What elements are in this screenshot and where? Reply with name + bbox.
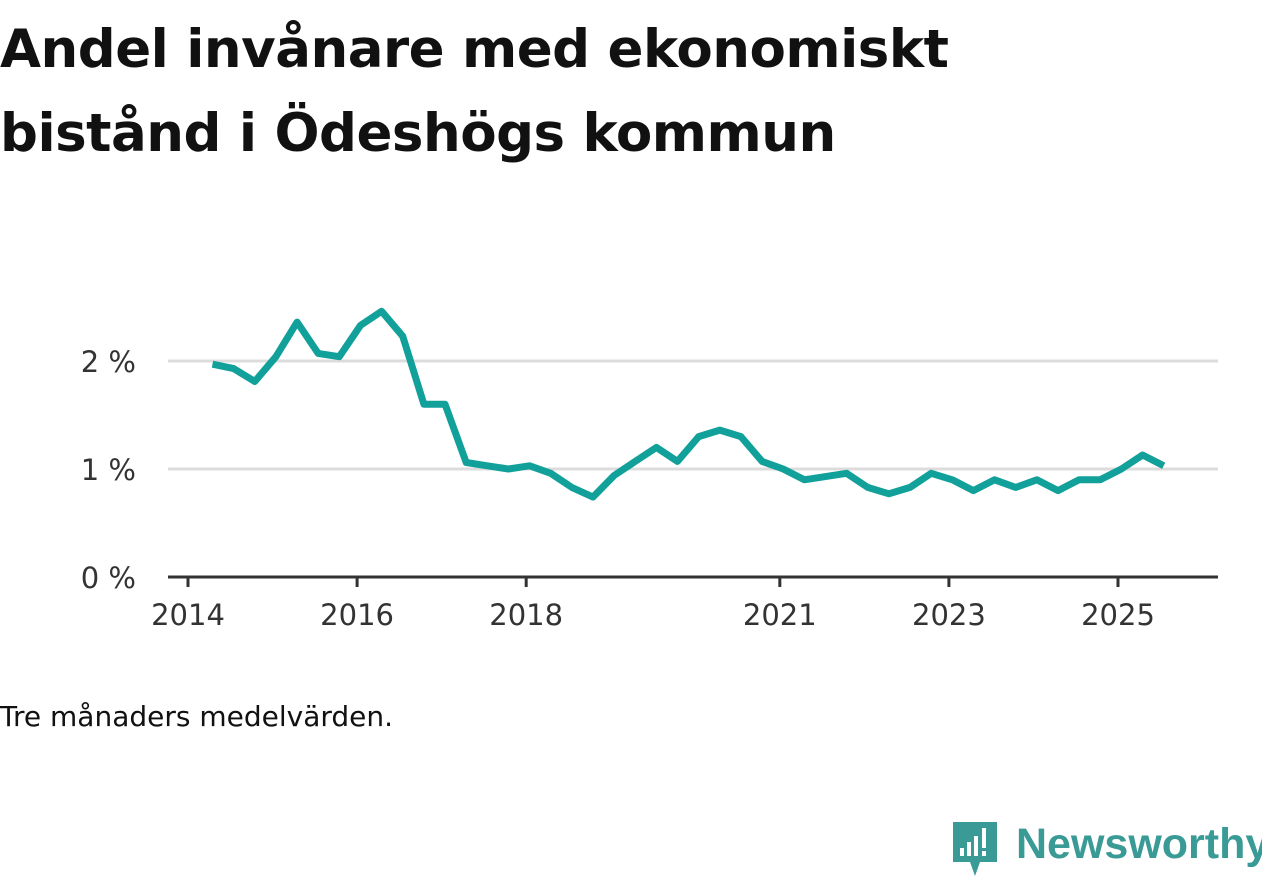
chart-note: Tre månaders medelvärden.: [0, 700, 394, 733]
y-tick-label: 2 %: [81, 345, 136, 379]
brand-logo[interactable]: Newsworthy: [950, 818, 1262, 878]
y-tick-label: 1 %: [81, 453, 136, 487]
x-axis: 2014 2016 2018 2021 2023 2025: [151, 575, 1218, 632]
line-chart: 0 % 1 % 2 % 2014 2016 2018 2021 2023 2025: [81, 307, 1218, 632]
x-tick-label: 2016: [320, 598, 394, 632]
x-tick-label: 2025: [1081, 598, 1155, 632]
x-tick-label: 2018: [489, 598, 563, 632]
series-layer: [211, 307, 1166, 501]
brand-name: Newsworthy: [1016, 820, 1262, 868]
newsworthy-logo-icon: [953, 822, 997, 876]
y-tick-label: 0 %: [81, 561, 136, 595]
x-tick-label: 2023: [912, 598, 986, 632]
x-tick-label: 2021: [743, 598, 817, 632]
chart-title: Andel invånare med ekonomiskt bistånd i …: [0, 19, 949, 164]
gridlines: [168, 359, 1218, 471]
series-line: [211, 307, 1166, 501]
x-tick-label: 2014: [151, 598, 225, 632]
y-axis-labels: 0 % 1 % 2 %: [81, 345, 136, 595]
